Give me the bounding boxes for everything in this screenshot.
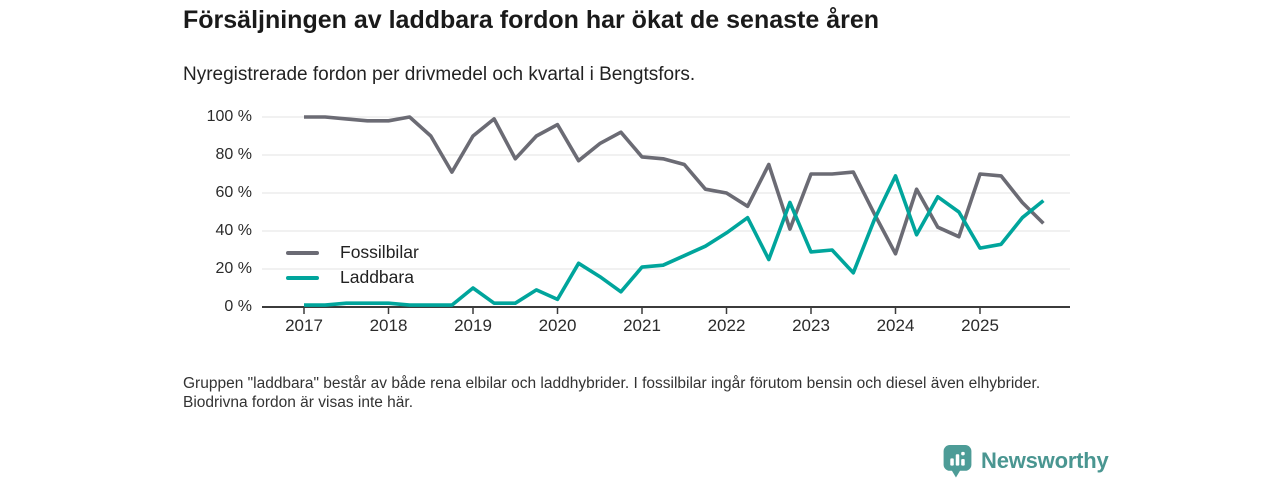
y-axis-label: 0 %	[224, 298, 252, 315]
y-axis-label: 80 %	[215, 146, 252, 163]
legend-label-fossilbilar: Fossilbilar	[340, 242, 419, 262]
x-axis-label: 2023	[792, 316, 830, 335]
y-axis-label: 20 %	[215, 260, 252, 277]
legend-label-laddbara: Laddbara	[340, 267, 414, 287]
line-chart	[262, 115, 1070, 314]
x-axis-label: 2020	[538, 316, 577, 335]
x-axis-label: 2018	[369, 316, 408, 335]
y-axis-label: 60 %	[215, 184, 252, 201]
bar-chart-bubble-icon	[943, 445, 972, 478]
x-axis-label: 2021	[623, 316, 661, 335]
x-axis-label: 2025	[961, 316, 999, 335]
chart-subtitle: Nyregistrerade fordon per drivmedel och …	[183, 64, 696, 85]
x-axis-label: 2024	[876, 316, 915, 335]
brand-name: Newsworthy	[981, 448, 1109, 473]
y-axis-label: 40 %	[215, 222, 252, 239]
chart-footnote: Gruppen "laddbara" består av både rena e…	[183, 375, 1041, 411]
y-axis-label: 100 %	[206, 108, 252, 125]
chart-legend: Fossilbilar Laddbara	[286, 240, 419, 290]
x-axis-label: 2022	[707, 316, 746, 335]
newsworthy-logo: Newsworthy	[943, 444, 1109, 478]
legend-swatch-laddbara	[286, 275, 319, 280]
x-axis-label: 2019	[454, 316, 492, 335]
series-line-laddbara	[304, 174, 1045, 307]
legend-item-laddbara: Laddbara	[286, 265, 419, 290]
series-line-fossilbilar	[304, 115, 1045, 256]
legend-swatch-fossilbilar	[286, 250, 319, 255]
legend-item-fossilbilar: Fossilbilar	[286, 240, 419, 265]
page-title: Försäljningen av laddbara fordon har öka…	[183, 6, 880, 34]
x-axis-label: 2017	[285, 316, 323, 335]
